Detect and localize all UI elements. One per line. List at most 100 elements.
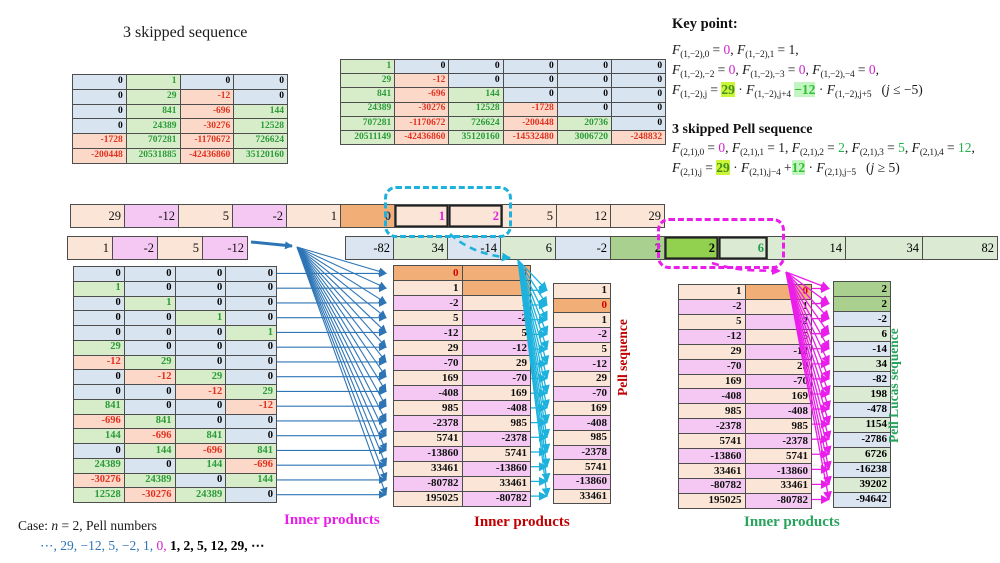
cell: 12528	[234, 119, 288, 135]
cell: 29	[679, 344, 746, 360]
cell: -408	[462, 401, 531, 417]
table-row: 0 144 -696 841	[74, 444, 277, 459]
cell: 144	[124, 444, 176, 459]
cell: -30276	[395, 102, 450, 117]
formula-segment: 29	[721, 82, 735, 97]
table-row: 5 -2	[679, 314, 812, 330]
formula-segment: F	[816, 160, 825, 175]
cell: 3006720	[557, 130, 612, 146]
cell: 0	[124, 399, 176, 415]
table-row: 195025 -80782	[679, 493, 812, 509]
table-row: 33461 -13860	[679, 464, 812, 479]
pell-number-strip: 29 -12 5 -2 1 0 1 2 5 12 29	[70, 204, 665, 228]
cell: -12	[395, 74, 450, 89]
cell: 33461	[394, 461, 463, 477]
cell: -2378	[394, 416, 463, 432]
cell: 985	[679, 404, 746, 420]
table-row: -2	[554, 328, 611, 343]
table-row: 985 -408	[679, 404, 812, 420]
cell: 0	[175, 340, 227, 356]
table-row: 985	[554, 430, 611, 446]
cell: 0	[226, 370, 277, 385]
case-line-1: Case: n = 2, Pell numbers	[18, 518, 264, 538]
cell: -12	[462, 341, 531, 357]
cell: -13860	[394, 446, 463, 462]
cell: 0	[124, 281, 176, 297]
cell: -12	[394, 326, 463, 342]
cell: 0	[175, 473, 227, 489]
pell-lucas-sequence-label: Pell Lucas sequence	[886, 328, 901, 444]
cell: 5	[394, 311, 463, 327]
table-row: -408	[554, 416, 611, 431]
cell: -12	[124, 370, 176, 385]
formula-segment: (1,−2),1	[745, 49, 775, 60]
cell: 0	[124, 458, 176, 474]
table-row: 1	[554, 313, 611, 329]
cell: 0	[226, 281, 277, 297]
formula-segment: (1,−2),j+4	[754, 89, 791, 100]
table-row: 33461 -13860	[394, 461, 531, 477]
table-row: -408 169	[394, 386, 531, 402]
table-row: 29 -12 5 -2 1 0 1 2 5 12 29	[71, 205, 665, 228]
cell: 0	[74, 326, 125, 341]
cell: -13860	[679, 449, 746, 465]
cell: 24389	[341, 102, 396, 117]
cell: 20531885	[126, 148, 181, 164]
cell: 1	[679, 285, 746, 300]
cell: -1728	[503, 102, 558, 117]
table-row: 0 0 -12 29	[74, 385, 277, 400]
cell: -408	[745, 404, 812, 420]
formula-line: F(1,−2),0 = 0, F(1,−2),1 = 1,	[672, 42, 997, 62]
cell: -200448	[73, 148, 127, 164]
cell: -13860	[745, 464, 812, 479]
cell: 24389	[74, 458, 125, 474]
cell: 24389	[175, 488, 227, 503]
cell: -696	[74, 414, 125, 430]
table-row: 0 841 -696 144	[73, 104, 288, 120]
cell: 841	[175, 429, 227, 444]
formula-segment: (2,1),1	[740, 147, 764, 158]
cell: 0	[557, 60, 612, 75]
cell: 841	[126, 104, 181, 120]
cell: 198	[834, 387, 891, 403]
table-row: -70	[554, 386, 611, 402]
table-row: 39202	[834, 477, 891, 493]
cell: -408	[679, 389, 746, 405]
cell: 1	[74, 281, 125, 297]
cell: 841	[341, 88, 396, 103]
cell: -42436860	[395, 130, 450, 146]
table-row: 195025 -80782	[394, 491, 531, 507]
cell: 29	[745, 359, 812, 375]
cell: -70	[745, 374, 812, 390]
cell: 0	[395, 60, 450, 75]
cell: -2	[113, 237, 158, 260]
table-row: 5741 -2378	[394, 431, 531, 447]
formula-segment: ,	[805, 62, 813, 77]
formula-segment: F	[911, 140, 920, 155]
cell: 0	[394, 266, 463, 282]
cell: 169	[394, 371, 463, 387]
left-shift-matrix: 0 0 0 0 1 0 0 0 0 1 0 0 0 0 1 0 0 0 0 1 29 0 0 0 -12 29 0 0 0 -12 29 0 0…	[73, 266, 277, 503]
cell: 6726	[834, 447, 891, 463]
table-row: -13860 5741	[394, 446, 531, 462]
table-row: 29 -12	[679, 344, 812, 360]
cell: 1	[395, 205, 449, 228]
cell: 33461	[554, 489, 611, 505]
table-row: -12 5	[394, 326, 531, 342]
formula-segment: =	[714, 62, 729, 77]
cell: -42436860	[180, 148, 235, 164]
formula-line: F(2,1),j = 29 · F(2,1),j−4 +12 · F(2,1),…	[672, 160, 997, 180]
top-left-matrix: 0 1 0 0 0 29 -12 0 0 841 -696 144 0 24389 -30276 12528-…	[72, 74, 288, 164]
cell: 144	[74, 429, 125, 444]
formula-segment: ,	[971, 140, 975, 155]
cell: 0	[124, 326, 176, 341]
formula-segment: F	[672, 82, 681, 97]
table-row: -696 841 0 0	[74, 414, 277, 430]
cell: 33461	[745, 478, 812, 494]
arrow-line	[296, 246, 388, 467]
arrow-line	[296, 246, 387, 408]
